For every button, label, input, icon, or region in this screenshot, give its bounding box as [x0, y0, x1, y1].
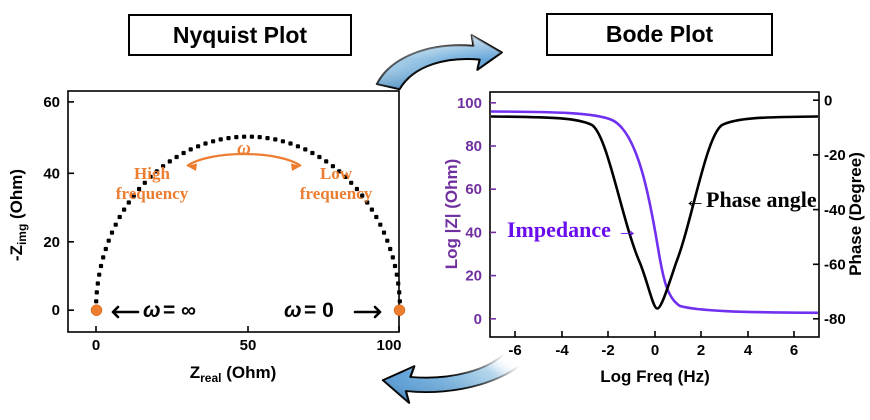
svg-text:-4: -4: [555, 342, 569, 359]
svg-text:←Phase angle: ←Phase angle: [684, 187, 817, 212]
svg-text:20: 20: [465, 268, 482, 285]
svg-text:0: 0: [651, 342, 659, 359]
svg-text:-40: -40: [824, 202, 846, 219]
svg-text:100: 100: [457, 95, 482, 112]
svg-text:80: 80: [465, 138, 482, 155]
svg-text:Log Freq (Hz): Log Freq (Hz): [600, 367, 710, 386]
svg-text:-20: -20: [824, 147, 846, 164]
svg-text:6: 6: [790, 342, 798, 359]
svg-text:0: 0: [474, 311, 482, 328]
svg-text:Impedance →: Impedance →: [507, 217, 638, 242]
svg-text:-60: -60: [824, 257, 846, 274]
svg-text:Log |Z| (Ohm): Log |Z| (Ohm): [442, 159, 461, 270]
svg-text:-2: -2: [601, 342, 614, 359]
svg-text:2: 2: [697, 342, 705, 359]
svg-text:-80: -80: [824, 311, 846, 328]
svg-text:4: 4: [744, 342, 753, 359]
svg-text:0: 0: [824, 93, 832, 110]
svg-text:-6: -6: [508, 342, 521, 359]
svg-text:60: 60: [465, 181, 482, 198]
svg-text:40: 40: [465, 224, 482, 241]
svg-text:Phase (Degree): Phase (Degree): [846, 152, 865, 276]
